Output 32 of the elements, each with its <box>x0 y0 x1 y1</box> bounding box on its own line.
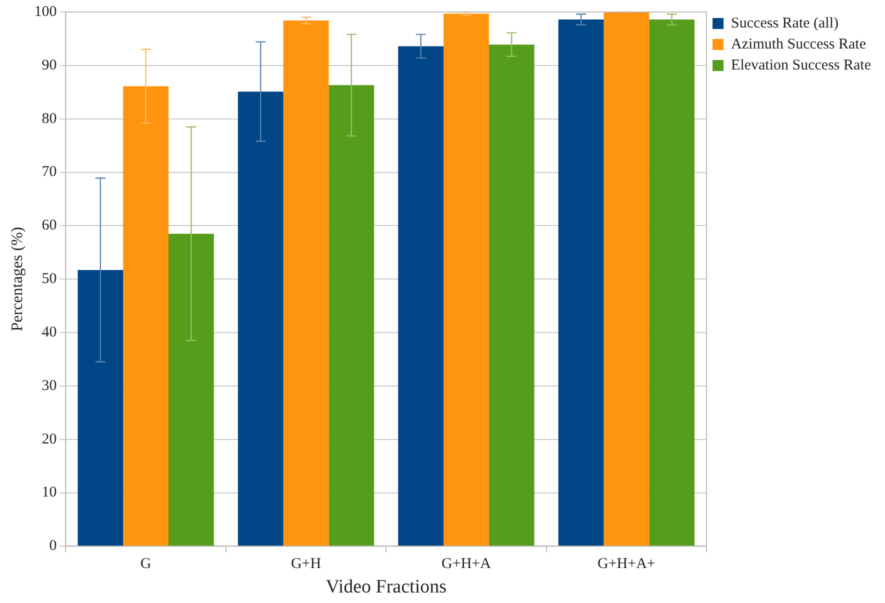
y-tick-label: 20 <box>42 431 57 448</box>
bar <box>238 92 284 546</box>
bar <box>558 19 604 546</box>
bar <box>398 46 444 546</box>
x-tick-label: G+H+A+ <box>597 556 656 572</box>
y-tick-label: 60 <box>42 218 57 234</box>
bar <box>444 14 489 546</box>
y-tick-label: 100 <box>34 4 57 20</box>
bar <box>283 20 329 546</box>
y-tick-label: 80 <box>42 110 57 127</box>
bar <box>328 85 374 546</box>
y-tick-label: 90 <box>42 57 57 74</box>
y-axis-title: Percentages (%) <box>8 226 26 332</box>
y-tick-label: 70 <box>42 164 57 180</box>
x-tick-label: G+H+A <box>442 556 492 572</box>
x-tick-label: G+H <box>290 556 322 572</box>
bar <box>78 270 124 546</box>
legend-label: Azimuth Success Rate <box>731 36 866 52</box>
bar <box>123 86 168 546</box>
bar <box>168 234 214 546</box>
bar <box>649 19 695 546</box>
y-tick-label: 50 <box>42 271 57 288</box>
bar <box>604 12 650 546</box>
x-tick-label: G <box>140 556 152 572</box>
x-axis-title: Video Fractions <box>326 576 447 598</box>
y-tick-label: 10 <box>42 484 57 501</box>
y-tick-label: 30 <box>42 378 57 394</box>
legend-label: Success Rate (all) <box>731 15 839 32</box>
bar <box>488 44 534 546</box>
legend-label: Elevation Success Rate <box>731 57 872 74</box>
y-tick-label: 0 <box>49 538 57 554</box>
y-tick-label: 40 <box>42 324 57 340</box>
